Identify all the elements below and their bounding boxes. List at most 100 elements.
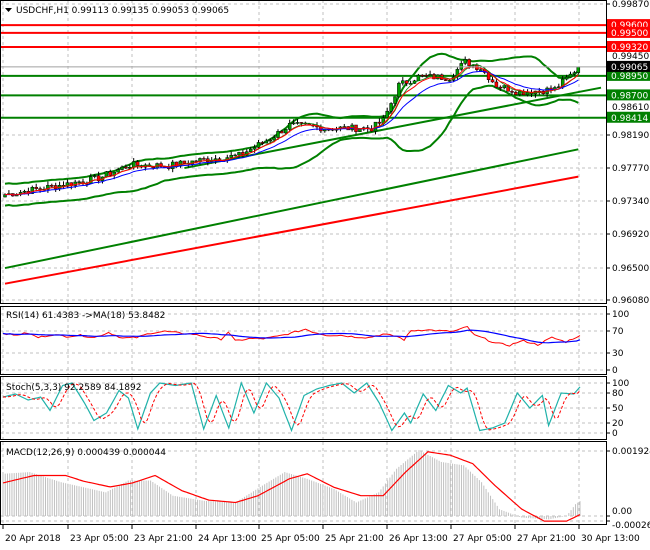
level-label-bg (607, 111, 650, 123)
candle-bear (135, 161, 140, 166)
rsi-panel[interactable] (2, 325, 581, 347)
rsi-label: 100 (612, 310, 629, 320)
bollinger-lower-band (4, 84, 579, 207)
candle-bull (268, 139, 272, 142)
candle-bull (116, 169, 120, 173)
candle-bear (124, 166, 128, 169)
candle-bull (291, 122, 296, 125)
candle-bull (397, 82, 401, 98)
time-label: 27 Apr 05:00 (453, 534, 512, 544)
candle-bull (459, 63, 464, 70)
level-label-bg (607, 40, 650, 52)
candle-bull (389, 103, 393, 112)
candle-bull (502, 85, 506, 89)
price-label: 0.98610 (612, 103, 649, 113)
level-label: 0.98414 (611, 114, 648, 124)
candle-bull (252, 147, 257, 150)
price-label: 0.97340 (612, 197, 649, 207)
candle-bull (272, 137, 276, 141)
candle-bull (22, 190, 27, 193)
candle-bull (295, 122, 300, 124)
level-label: 0.99320 (611, 43, 648, 53)
level-label-bg (607, 26, 650, 38)
time-label: 25 Apr 05:00 (261, 534, 320, 544)
candle-bear (96, 175, 101, 182)
candle-bear (443, 79, 448, 81)
candle-bull (276, 131, 280, 138)
level-label-bg (607, 69, 650, 81)
candle-bear (38, 188, 42, 190)
macd-panel[interactable] (2, 450, 581, 522)
candle-bull (92, 175, 97, 177)
trendline[interactable] (4, 175, 579, 285)
candle-bull (572, 72, 577, 75)
candle-bull (564, 76, 569, 80)
ma-fast-line (4, 66, 579, 196)
candle-bear (108, 171, 113, 176)
candle-bull (30, 187, 35, 194)
candle-bull (576, 66, 581, 73)
triangle-down-icon[interactable] (5, 8, 12, 12)
candle-bull (416, 74, 421, 82)
candle-bull (401, 80, 405, 84)
rsi-label: 0 (612, 366, 618, 376)
candle-bull (428, 74, 432, 76)
candle-bull (447, 80, 452, 82)
ma-slow-line (4, 70, 579, 196)
candle-bull (229, 154, 233, 158)
price-label: 0.96500 (612, 264, 649, 274)
candle-bear (490, 79, 495, 83)
candle-bear (260, 142, 265, 144)
price-label: 0.96080 (612, 296, 649, 306)
candle-bear (50, 185, 54, 187)
time-label: 23 Apr 21:00 (134, 534, 193, 544)
symbol-title: USDCHF,H1 0.99113 0.99135 0.99053 0.9906… (16, 6, 229, 16)
price-label: 0.99870 (612, 0, 649, 10)
candle-bear (494, 81, 499, 88)
stoch-panel[interactable] (2, 381, 581, 433)
candle-bull (264, 140, 269, 144)
trendline[interactable] (4, 148, 579, 270)
time-label: 23 Apr 05:00 (70, 534, 129, 544)
candle-bear (510, 91, 514, 93)
bollinger-upper-band (4, 52, 579, 185)
stoch-label: 20 (612, 419, 624, 429)
price-panel[interactable] (0, 24, 606, 285)
level-label: 0.99500 (611, 29, 648, 39)
stoch-label: 0 (612, 429, 618, 439)
macd-title: MACD(12,26,9) 0.000439 0.000044 (6, 448, 166, 458)
price-label: 0.96920 (612, 230, 649, 240)
candle-bull (233, 154, 237, 157)
time-label: 24 Apr 13:00 (198, 534, 257, 544)
candle-bear (424, 75, 428, 77)
stoch-label: 50 (612, 404, 624, 414)
candle-bear (299, 122, 304, 124)
candle-bull (256, 142, 261, 148)
candle-bear (377, 121, 382, 124)
candle-bull (46, 185, 50, 190)
candle-bull (65, 182, 70, 187)
candle-bull (248, 148, 253, 152)
candle-bull (284, 129, 288, 134)
rsi-label: 30 (612, 349, 624, 359)
candle-bull (77, 181, 81, 184)
candle-bear (420, 74, 425, 77)
stoch-label: 100 (612, 379, 629, 389)
candle-bull (287, 122, 292, 130)
time-label: 27 Apr 21:00 (517, 534, 576, 544)
candle-bull (385, 110, 389, 119)
candle-bear (182, 160, 187, 164)
candle-bull (358, 128, 362, 132)
candle-bear (467, 59, 471, 67)
time-label: 30 Apr 13:00 (581, 534, 640, 544)
price-label: 0.98190 (612, 131, 649, 141)
macd-label: -0.000264 (612, 521, 650, 531)
candle-bear (159, 163, 163, 167)
candle-bull (120, 166, 124, 170)
price-label: 0.97770 (612, 164, 649, 174)
candle-bull (568, 73, 573, 78)
rsi-panel-border (0, 306, 607, 375)
